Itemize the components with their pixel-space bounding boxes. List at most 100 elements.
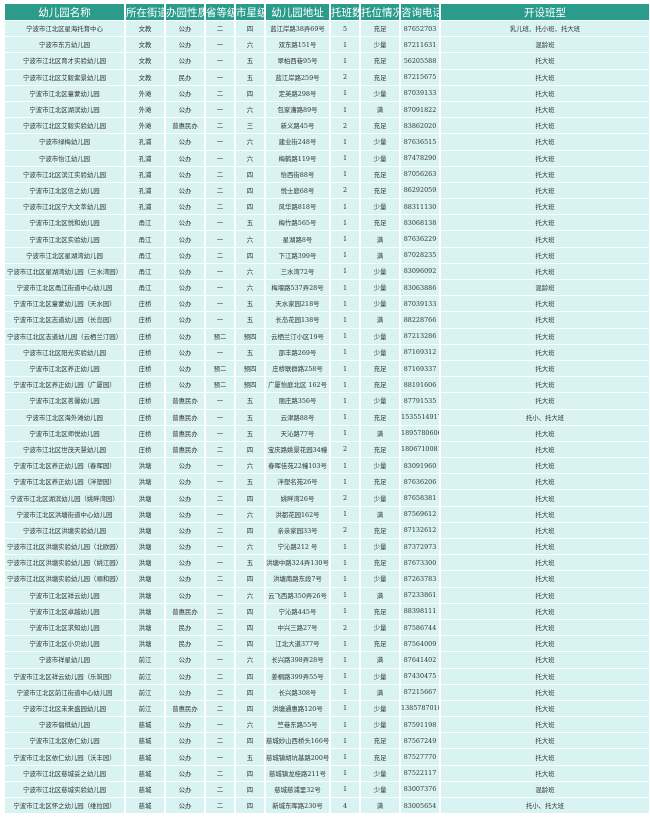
cell-name: 宁波市江北区小贝幼儿园 [5,636,124,652]
cell-address: 下江路399号 [266,247,329,263]
cell-class-types: 托大班 [441,587,649,603]
cell-class-count: 1 [331,603,359,619]
cell-street: 庄桥 [126,296,164,312]
cell-phone: 87652703 [401,21,439,37]
cell-availability: 满 [361,798,399,814]
cell-address: 梅鹤路119号 [266,150,329,166]
cell-availability: 满 [361,506,399,522]
cell-name: 宁波市江北区甬江街道中心幼儿园 [5,280,124,296]
cell-phone: 87211631 [401,37,439,53]
cell-availability: 满 [361,587,399,603]
cell-phone: 87039133 [401,296,439,312]
table-row: 宁波市江北区祥云幼儿园（乐筑园） 前江 公办二四姜桐路399弄55号 1 少量 87430… [5,668,649,684]
cell-city-star: 四 [236,199,264,215]
cell-type: 公办 [166,37,204,53]
cell-province-level: 二 [206,668,234,684]
cell-class-types: 托大班 [441,506,649,522]
cell-phone: 83007376 [401,781,439,797]
cell-phone: 87213286 [401,328,439,344]
cell-street: 庄桥 [126,393,164,409]
cell-address: 建业街248号 [266,134,329,150]
cell-province-level: 二 [206,21,234,37]
cell-address: 风华路818号 [266,199,329,215]
cell-province-level: 一 [206,393,234,409]
cell-address: 怡西街88号 [266,166,329,182]
cell-type: 公办 [166,247,204,263]
cell-class-types: 托大班 [441,344,649,360]
table-row: 宁波市江北区前江街道中心幼儿园 前江 公办二四长兴路308号 1 满 87215667 托大… [5,684,649,700]
cell-availability: 充足 [361,118,399,134]
cell-phone: 87636206 [401,474,439,490]
cell-type: 公办 [166,474,204,490]
cell-type: 普惠民办 [166,118,204,134]
table-row: 宁波市江北区洪塘街道中心幼儿园 洪塘 公办一六洪都花园162号 1 满 87569612 托… [5,506,649,522]
cell-city-star: 六 [236,263,264,279]
cell-availability: 少量 [361,37,399,53]
cell-address: 新城东晖路230号 [266,798,329,814]
cell-province-level: 预二 [206,360,234,377]
table-row: 宁波市江北区世茂天慧幼儿园 庄桥 普惠民办二四宝庆路姚景花园34幢 2 充足 180671… [5,441,649,458]
cell-city-star: 五 [236,393,264,409]
cell-address: 丽庄路356号 [266,393,329,409]
cell-name: 宁波市江北区育才实验幼儿园 [5,53,124,69]
cell-name: 宁波市江北区悦和幼儿园 [5,215,124,231]
cell-class-count: 2 [331,118,359,134]
cell-street: 甬江 [126,247,164,263]
cell-name: 宁波市江北区养正幼儿园（春晖园） [5,458,124,474]
cell-class-count: 1 [331,749,359,765]
cell-availability: 充足 [361,555,399,571]
cell-phone: 87233861 [401,587,439,603]
table-row: 宁波市东方幼儿园 文教 公办一六双东路151号 1 少量 87211631 混龄班 [5,37,649,53]
table-row: 宁波市江北区洪塘实验幼儿园 洪塘 公办二四亲亲家园33号 2 充足 87132612 托大班 [5,522,649,538]
cell-class-count: 1 [331,765,359,781]
cell-address: 定英路298号 [266,85,329,101]
cell-class-types: 托大班 [441,69,649,85]
cell-type: 公办 [166,652,204,668]
table-row: 宁波市江北区育才实验幼儿园 文教 公办一五翠柏西巷95号 1 充足 56205588 托大班 [5,53,649,69]
table-row: 宁波市江北区养正幼儿园 庄桥 公办 预二 预四 庄桥联群路258号 1 充足 87169337 托… [5,360,649,377]
cell-city-star: 五 [236,296,264,312]
cell-availability: 少量 [361,328,399,344]
cell-name: 宁波市江北区祥云幼儿园 [5,587,124,603]
cell-class-count: 1 [331,571,359,587]
cell-name: 宁波市江北区童蒙幼儿园 [5,85,124,101]
cell-availability: 充足 [361,166,399,182]
cell-type: 普惠民办 [166,409,204,425]
cell-class-count: 1 [331,215,359,231]
cell-availability: 少量 [361,781,399,797]
table-row: 宁波市江北区洪塘实验幼儿园（顺和园） 洪塘 公办二四洪塘南路东段7号 1 少量 87263… [5,571,649,587]
cell-street: 甬江 [126,280,164,296]
cell-address: 邵丰路269号 [266,344,329,360]
cell-type: 公办 [166,312,204,328]
table-row: 宁波市江北区湖滨幼儿园 外滩 公办一六包家漕路89号 1 满 87091822 托大班 [5,101,649,118]
cell-address: 梅竹路565号 [266,215,329,231]
header-city-star: 市星级 [236,4,264,20]
cell-class-count: 1 [331,781,359,797]
cell-type: 公办 [166,717,204,733]
cell-province-level: 二 [206,85,234,101]
cell-city-star: 六 [236,458,264,474]
table-row: 宁波市江北区师悦幼儿园庄桥普惠民办一五天沁路77号1满18957806066托大… [5,425,649,441]
cell-name: 宁波市绿梅幼儿园 [5,134,124,150]
table-row: 宁波市江北区依仁幼儿园 慈城 公办二四慈城妙山西桥头166号 1 充足 87567249 托… [5,733,649,749]
cell-phone: 87056263 [401,166,439,182]
cell-city-star: 四 [236,182,264,199]
cell-province-level: 一 [206,231,234,247]
table-row: 宁波市江北区洪塘实验幼儿园（北欧园） 洪塘 公办一六宁沁路212 号 1 少量 87372… [5,539,649,555]
table-row: 宁波市江北区洪塘实验幼儿园（姚江园） 洪塘 公办一五洪塘中路324弄130号 1 充足 8… [5,555,649,571]
cell-phone: 87215667 [401,684,439,700]
cell-class-count: 2 [331,522,359,538]
table-row: 宁波市江北区海外滩幼儿园庄桥普惠民办一五云津路88号1充足15355149172… [5,409,649,425]
cell-province-level: 一 [206,215,234,231]
cell-class-count: 1 [331,296,359,312]
cell-class-count: 1 [331,668,359,684]
cell-province-level: 一 [206,37,234,53]
cell-street: 甬江 [126,263,164,279]
cell-phone: 83091960 [401,458,439,474]
table-row: 宁波市江北区滨江实验幼儿园 孔浦 公办二四怡西街88号 1 充足 87056263 托大班 [5,166,649,182]
cell-availability: 少量 [361,458,399,474]
cell-phone: 87478290 [401,150,439,166]
cell-province-level: 一 [206,474,234,490]
cell-street: 庄桥 [126,409,164,425]
cell-address: 云栖兰汀小区19号 [266,328,329,344]
